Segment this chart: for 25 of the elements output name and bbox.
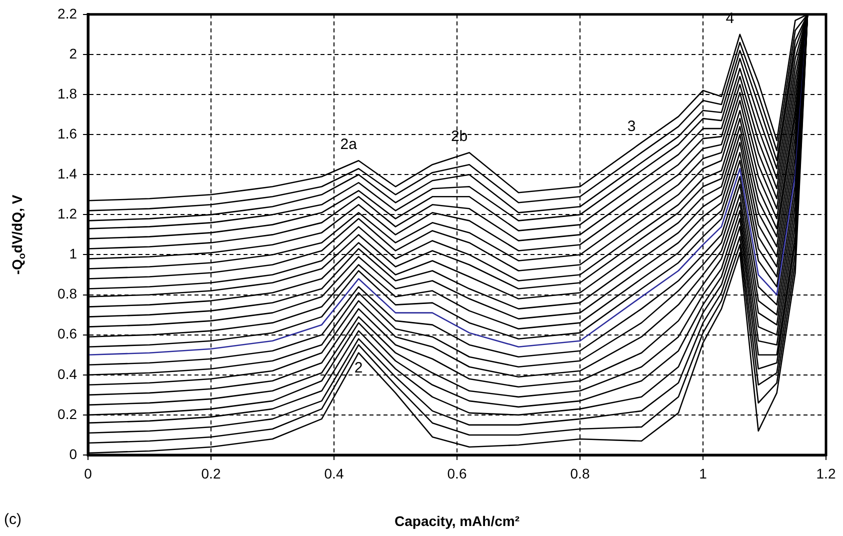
x-tick-label: 0.2 bbox=[201, 465, 221, 482]
y-tick-label: 0 bbox=[69, 446, 78, 462]
y-tick-label: 1 bbox=[69, 246, 78, 262]
y-tick-label: 1.8 bbox=[58, 85, 78, 102]
y-tick-label: 1.4 bbox=[58, 165, 78, 182]
x-tick-label: 1.2 bbox=[816, 465, 836, 482]
annotation: 2 bbox=[354, 360, 363, 376]
y-tick-label: 0.8 bbox=[58, 286, 78, 302]
x-axis-title: Capacity, mAh/cm² bbox=[394, 512, 520, 529]
y-tick-label: 1.2 bbox=[58, 206, 78, 222]
x-tick-label: 0.8 bbox=[570, 465, 590, 482]
y-tick-label: 2 bbox=[69, 45, 78, 62]
x-tick-label: 0.6 bbox=[447, 465, 467, 482]
text: (c) bbox=[4, 511, 22, 528]
y-tick-label: 0.4 bbox=[58, 366, 78, 382]
y-tick-label: 1.6 bbox=[58, 125, 78, 142]
x-tick-label: 1 bbox=[699, 465, 708, 482]
y-tick-label: 2.2 bbox=[58, 5, 78, 22]
x-tick-label: 0 bbox=[84, 465, 92, 482]
annotation: 2a bbox=[340, 136, 358, 154]
x-tick-label: 0.4 bbox=[324, 465, 344, 482]
annotation: 3 bbox=[627, 118, 636, 136]
y-tick-label: 0.2 bbox=[58, 406, 78, 422]
y-tick-label: 0.6 bbox=[58, 326, 78, 342]
y-axis-title: -QodV/dQ, V bbox=[8, 194, 28, 275]
